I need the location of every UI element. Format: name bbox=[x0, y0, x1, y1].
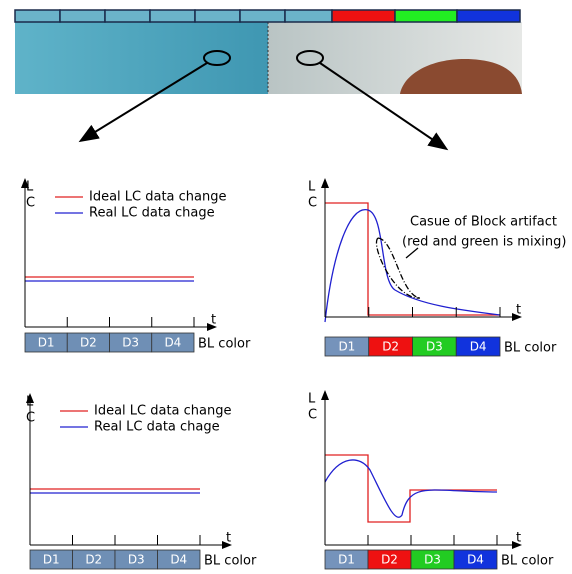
annotation: (red and green is mixing) bbox=[402, 235, 566, 250]
x-axis-label: t bbox=[516, 303, 521, 318]
segment bbox=[157, 549, 201, 570]
segment-label: D1 bbox=[38, 336, 55, 350]
segment bbox=[453, 549, 498, 570]
segment bbox=[455, 336, 501, 357]
segment-caption: BL color bbox=[504, 341, 557, 356]
segment-label: D3 bbox=[424, 553, 441, 567]
bl-segments: D1 D2 D3 D4 bbox=[29, 549, 201, 570]
segment-label: D1 bbox=[43, 553, 60, 567]
segment-label: D1 bbox=[338, 553, 355, 567]
legend-label: Ideal LC data change bbox=[89, 190, 227, 205]
panel: LCt D1 D2 D3 D4 BL color Ideal LC data changeR… bbox=[26, 393, 257, 570]
axis-label: L bbox=[308, 392, 316, 407]
segment-label: D3 bbox=[426, 340, 443, 354]
panel: LCt D1 D2 D3 D4 BL color Casue of Block artifa… bbox=[308, 178, 566, 357]
segment-label: D2 bbox=[382, 340, 399, 354]
bl-segments: D1 D2 D3 D4 bbox=[324, 549, 498, 570]
segment-label: D4 bbox=[467, 553, 484, 567]
axis-label: C bbox=[26, 196, 35, 211]
axis-label: C bbox=[308, 408, 317, 423]
axis-label: C bbox=[26, 411, 35, 426]
axis-label: L bbox=[26, 180, 34, 195]
legend-label: Real LC data chage bbox=[89, 206, 215, 221]
segment-label: D2 bbox=[85, 553, 102, 567]
segment-label: D2 bbox=[80, 336, 97, 350]
bl-segments: D1 D2 D3 D4 bbox=[324, 336, 501, 357]
x-axis-label: t bbox=[226, 531, 231, 546]
segment-caption: BL color bbox=[204, 554, 257, 569]
segment-label: D4 bbox=[170, 553, 187, 567]
legend-label: Ideal LC data change bbox=[94, 404, 232, 419]
segment-caption: BL color bbox=[501, 554, 554, 569]
segment-label: D3 bbox=[122, 336, 139, 350]
panel: LCt D1 D2 D3 D4 BL color Ideal LC data changeR… bbox=[21, 178, 251, 353]
segment-caption: BL color bbox=[198, 337, 251, 352]
segment-label: D4 bbox=[470, 340, 487, 354]
segment-label: D3 bbox=[128, 553, 145, 567]
x-axis-label: t bbox=[211, 313, 216, 328]
x-axis-label: t bbox=[516, 531, 521, 546]
segment-label: D1 bbox=[338, 340, 355, 354]
annotation: Casue of Block artifact bbox=[410, 215, 557, 230]
screen-image bbox=[14, 9, 522, 151]
axis-label: L bbox=[308, 180, 316, 195]
segment-label: D4 bbox=[164, 336, 181, 350]
legend-label: Real LC data chage bbox=[94, 420, 220, 435]
bl-segments: D1 D2 D3 D4 bbox=[24, 332, 195, 353]
segment-label: D2 bbox=[381, 553, 398, 567]
segment bbox=[151, 332, 195, 353]
axis-label: C bbox=[308, 196, 317, 211]
axis-label: L bbox=[26, 395, 34, 410]
panel: LCt D1 D2 D3 D4 BL color bbox=[308, 390, 554, 570]
